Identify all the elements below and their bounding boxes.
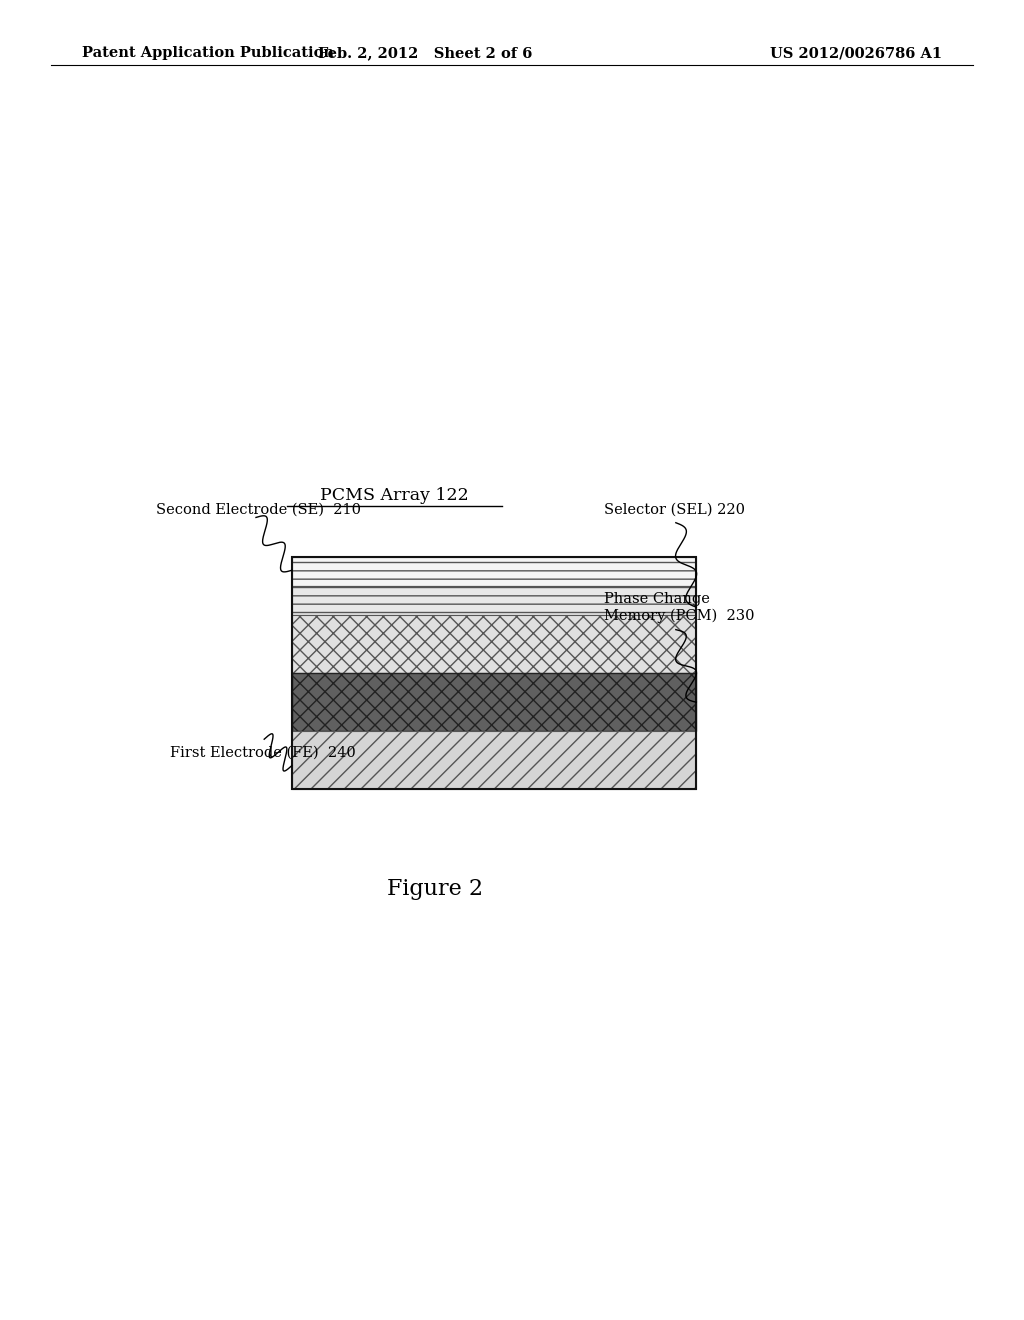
Text: Figure 2: Figure 2 xyxy=(387,878,483,900)
Bar xyxy=(292,557,696,586)
Text: First Electrode (FE)  240: First Electrode (FE) 240 xyxy=(170,746,355,759)
Bar xyxy=(292,586,696,615)
Bar xyxy=(292,615,696,673)
Bar xyxy=(292,731,696,789)
Text: Second Electrode (SE)  210: Second Electrode (SE) 210 xyxy=(156,503,360,516)
Text: Selector (SEL) 220: Selector (SEL) 220 xyxy=(604,503,745,516)
Text: US 2012/0026786 A1: US 2012/0026786 A1 xyxy=(770,46,942,61)
Bar xyxy=(292,673,696,731)
Text: PCMS Array 122: PCMS Array 122 xyxy=(319,487,469,504)
Bar xyxy=(292,557,696,789)
Text: Feb. 2, 2012   Sheet 2 of 6: Feb. 2, 2012 Sheet 2 of 6 xyxy=(317,46,532,61)
Text: Phase Change
Memory (PCM)  230: Phase Change Memory (PCM) 230 xyxy=(604,591,755,623)
Text: Patent Application Publication: Patent Application Publication xyxy=(82,46,334,61)
